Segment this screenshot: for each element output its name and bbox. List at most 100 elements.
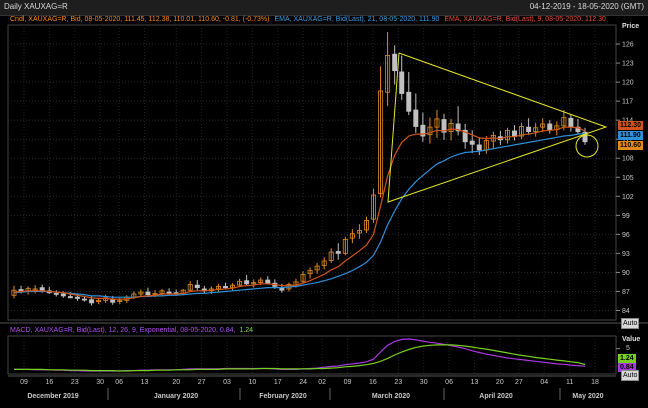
breakout-circle-annotation xyxy=(575,134,599,158)
price-legend: Cndl, XAUXAG=R, Bid, 08-05-2020, 111.45,… xyxy=(10,16,606,23)
x-tick-label: 06 xyxy=(445,379,453,386)
candle-body xyxy=(427,126,433,136)
month-label: February 2020 xyxy=(259,393,307,400)
macd-tick-5: 5 xyxy=(626,345,630,352)
x-tick-label: 02 xyxy=(318,379,326,386)
candle-body xyxy=(504,129,510,141)
candle-body xyxy=(568,117,574,128)
price-panel-frame xyxy=(7,24,617,321)
candle-body xyxy=(413,109,419,127)
candle-body xyxy=(540,123,546,128)
legend-candle: Cndl, XAUXAG=R, Bid, 08-05-2020, 111.45,… xyxy=(10,16,270,23)
macd-panel-frame xyxy=(7,335,617,375)
x-tick-label: 24 xyxy=(299,379,307,386)
candle-body xyxy=(476,144,482,151)
x-tick-label: 03 xyxy=(223,379,231,386)
x-tick-label: 23 xyxy=(394,379,402,386)
candle-body xyxy=(251,282,257,285)
x-tick-label: 06 xyxy=(115,379,123,386)
candle-body xyxy=(138,291,144,295)
candle-body xyxy=(533,127,539,132)
x-tick-label: 11 xyxy=(566,379,573,386)
window-title: Daily XAUXAG=R xyxy=(4,2,68,11)
price-tick-label: 111 xyxy=(622,137,633,144)
candle-body xyxy=(152,292,158,296)
candle-body xyxy=(53,292,59,295)
ema21-price-tag: 111.90 xyxy=(618,131,643,140)
candle-body xyxy=(244,280,250,285)
candle-body xyxy=(145,291,151,296)
candle-body xyxy=(258,279,264,283)
price-tick-label: 105 xyxy=(622,175,634,182)
candle-body xyxy=(74,296,80,299)
candle-body xyxy=(96,299,102,303)
price-auto-scale-button[interactable]: Auto xyxy=(621,318,640,329)
x-tick-label: 16 xyxy=(369,379,377,386)
macd-auto-scale-button[interactable]: Auto xyxy=(621,370,640,381)
month-label: December 2019 xyxy=(27,393,78,400)
candle-body xyxy=(582,131,588,143)
price-tick-label: 120 xyxy=(622,80,634,87)
candle-body xyxy=(82,298,87,301)
x-tick-label: 30 xyxy=(96,379,104,386)
x-tick-label: 23 xyxy=(71,379,79,386)
x-tick-label: 13 xyxy=(471,379,479,386)
candle-body xyxy=(385,55,391,93)
candle-body xyxy=(307,270,313,275)
candle-body xyxy=(392,53,398,72)
legend-signal: 1.24 xyxy=(239,327,254,334)
candle-body xyxy=(363,219,369,231)
legend-ema21: EMA, XAUXAG=R, Bid(Last), 21, 08-05-2020… xyxy=(274,16,440,23)
candle-body xyxy=(441,119,447,133)
triangle-pattern-annotation xyxy=(387,52,608,203)
candle-body xyxy=(67,296,73,299)
x-tick-label: 10 xyxy=(249,379,257,386)
candle-body xyxy=(399,71,405,94)
candle-body xyxy=(448,122,454,132)
candle-body xyxy=(378,90,384,195)
candle-body xyxy=(349,233,355,239)
candle-body xyxy=(159,290,165,294)
month-label: May 2020 xyxy=(572,393,603,400)
candle-body xyxy=(89,299,95,304)
candle-body xyxy=(547,123,553,131)
candle-body xyxy=(342,239,348,254)
candle-body xyxy=(300,273,306,282)
price-tick-label: 90 xyxy=(622,270,630,277)
candle-body xyxy=(434,118,440,128)
month-label: March 2020 xyxy=(372,393,410,400)
candle-body xyxy=(561,117,567,127)
candle-body xyxy=(194,284,200,289)
candle-body xyxy=(117,299,123,303)
price-tick-label: 102 xyxy=(622,194,634,201)
price-tick-label: 87 xyxy=(622,289,630,296)
candle-body xyxy=(60,293,66,297)
candle-body xyxy=(406,91,412,112)
candle-body xyxy=(314,265,320,271)
x-tick-label: 30 xyxy=(420,379,428,386)
close-price-tag: 110.60 xyxy=(618,141,644,150)
candle-body xyxy=(469,140,475,145)
candle-body xyxy=(187,284,193,291)
x-tick-label: 09 xyxy=(20,379,28,386)
price-tick-label: 126 xyxy=(622,42,634,49)
price-tick-label: 93 xyxy=(622,251,630,258)
candle-body xyxy=(462,129,468,143)
price-tick-label: 84 xyxy=(622,308,630,315)
candle-body xyxy=(335,251,341,254)
x-tick-label: 27 xyxy=(198,379,206,386)
candle-body xyxy=(371,194,377,220)
candle-body xyxy=(420,124,426,137)
candle-body xyxy=(356,230,362,234)
legend-macd: MACD, XAUXAG=R, Bid(Last), 12, 26, 9, Ex… xyxy=(10,327,236,334)
candle-body xyxy=(166,291,172,294)
candle-body xyxy=(321,260,327,266)
date-range: 04-12-2019 - 18-05-2020 (GMT) xyxy=(529,2,644,11)
candle-body xyxy=(265,279,271,284)
signal-value-tag: 1.24 xyxy=(618,354,636,363)
price-tick-label: 108 xyxy=(622,156,634,163)
x-tick-label: 09 xyxy=(344,379,352,386)
x-tick-label: 27 xyxy=(515,379,523,386)
price-axis-label: Price xyxy=(622,23,640,30)
